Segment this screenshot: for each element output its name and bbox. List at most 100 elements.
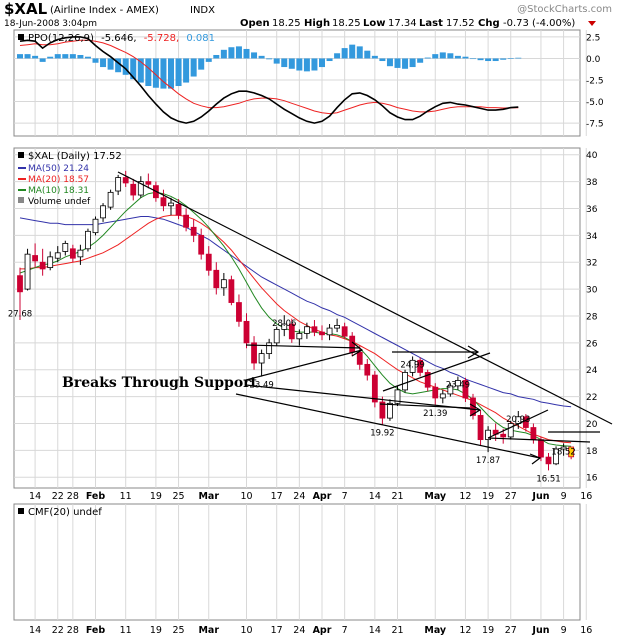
- ppo-hist-bar: [492, 58, 499, 62]
- candle-body: [273, 329, 280, 344]
- candle-body: [447, 385, 454, 395]
- ppo-hist-bar: [349, 44, 356, 59]
- rising-line-2: [487, 409, 549, 439]
- low-label: Low: [363, 18, 385, 29]
- candle-body: [251, 342, 257, 364]
- cmf-frame: [13, 503, 581, 621]
- price-tick-label: 34: [586, 232, 598, 242]
- support-line-3: [487, 437, 591, 443]
- candle-body: [319, 331, 325, 336]
- ma50-legend: MA(50) 21.24: [28, 164, 89, 174]
- pointer-line-3: [235, 393, 541, 459]
- candle-body: [462, 380, 469, 399]
- candle-body: [69, 248, 76, 259]
- price-tick-label: 22: [586, 393, 597, 403]
- candle-body: [24, 253, 31, 290]
- candle-body: [477, 415, 484, 441]
- ppo-frame: [13, 29, 581, 137]
- ppo-legend-v3: 0.081: [186, 33, 215, 44]
- ppo-histogram: [17, 44, 522, 89]
- candle-body: [560, 446, 567, 450]
- arrow-head-1: [351, 341, 364, 357]
- candle-body: [266, 342, 273, 355]
- ppo-hist-bar: [341, 48, 348, 59]
- price-tick-label: 26: [586, 339, 598, 349]
- ppo-hist-bar: [130, 58, 137, 80]
- ppo-hist-bar: [235, 46, 242, 59]
- ma10-line: [19, 191, 572, 447]
- ppo-hist-bar: [198, 58, 205, 70]
- symbol-title: $XAL: [4, 0, 48, 18]
- candle-body: [311, 326, 318, 333]
- candle-body: [77, 249, 84, 258]
- price-tick-label: 28: [586, 312, 598, 322]
- date-label: 18-Jun-2008 3:04pm: [4, 19, 97, 29]
- date-tick-label: May: [424, 491, 447, 502]
- candle-body: [190, 226, 197, 236]
- ppo-hist-bar: [32, 55, 39, 59]
- candle-body: [356, 351, 363, 365]
- arrow-head-3: [529, 453, 542, 465]
- last-label: Last: [419, 18, 443, 29]
- candle-body: [107, 191, 114, 208]
- ppo-legend-label: PPO(12,26,9) -5.646, -5.728, 0.081: [28, 33, 215, 44]
- price-annotation: 20.93: [506, 415, 530, 425]
- candle-body: [439, 393, 446, 399]
- cmf-legend-swatch: [18, 508, 24, 514]
- candle-body: [243, 320, 250, 344]
- date-tick-label: 27: [505, 625, 517, 636]
- ppo-hist-bar: [228, 47, 235, 59]
- ppo-hist-bar: [296, 58, 303, 71]
- ppo-hist-bar: [432, 54, 439, 59]
- arrow-head-2: [469, 403, 482, 417]
- cmf-legend: CMF(20) undef: [28, 507, 102, 518]
- candle-body: [54, 252, 61, 259]
- candle-body: [183, 214, 190, 228]
- price-grid: [14, 148, 587, 488]
- ppo-tick-label: 2.5: [586, 33, 600, 43]
- price-tick-label: 36: [586, 205, 598, 215]
- ppo-panel: 2.5 0.0 -2.5 -5.0 -7.5 PPO(12,26,9) -5.646, …: [13, 29, 604, 137]
- breaks-through-support-label: Breaks Through Support: [62, 375, 258, 391]
- price-tick-label: 40: [586, 151, 598, 161]
- candle-body: [213, 269, 220, 289]
- high-label: High: [304, 18, 330, 29]
- price-annotation: 16.51: [536, 474, 560, 484]
- candle-body: [500, 433, 507, 438]
- chg-label: Chg: [478, 18, 500, 29]
- date-tick-label: 24: [293, 491, 305, 502]
- ppo-hist-bar: [439, 52, 446, 59]
- daily-legend-swatch: [18, 152, 24, 158]
- date-tick-label: 10: [240, 625, 252, 636]
- price-tick-label: 30: [586, 286, 598, 296]
- ppo-hist-bar: [470, 58, 476, 60]
- date-tick-label: Apr: [313, 491, 332, 502]
- cmf-grid: [34, 504, 587, 620]
- date-tick-label: 27: [505, 491, 517, 502]
- ppo-hist-bar: [379, 58, 386, 62]
- ppo-hist-bar: [84, 56, 91, 59]
- candle-body: [402, 372, 408, 391]
- ppo-hist-bar: [39, 58, 46, 62]
- candle-body: [288, 323, 295, 340]
- ppo-legend-swatch: [18, 34, 24, 40]
- date-tick-label: Mar: [198, 625, 219, 636]
- date-tick-label: Apr: [313, 625, 332, 636]
- ma10-legend: MA(10) 18.31: [28, 186, 89, 196]
- rising-line-1: [382, 352, 491, 392]
- candle-body: [281, 323, 288, 330]
- ppo-hist-bar: [477, 58, 484, 61]
- date-axis-upper: 14 22 28 Feb 11 19 25 Mar 10 17 24 Apr 7 14 21 May 12 19 2…: [29, 491, 592, 502]
- ppo-hist-bar: [281, 58, 288, 68]
- ppo-hist-bar: [69, 54, 76, 59]
- price-annotations: 27.68 23.49 28.06 19.92 24.99 21.39 23.49 17.87…: [8, 309, 576, 484]
- date-tick-label: Jun: [531, 625, 549, 636]
- ppo-hist-bar: [107, 58, 114, 70]
- candle-body: [538, 439, 544, 458]
- ppo-grid: [14, 30, 587, 136]
- ppo-legend-v1: -5.646,: [101, 33, 136, 44]
- price-annotation: 24.99: [400, 360, 424, 370]
- date-tick-label: 9: [561, 491, 567, 502]
- ppo-hist-bar: [507, 58, 514, 59]
- ppo-hist-bar: [288, 58, 295, 69]
